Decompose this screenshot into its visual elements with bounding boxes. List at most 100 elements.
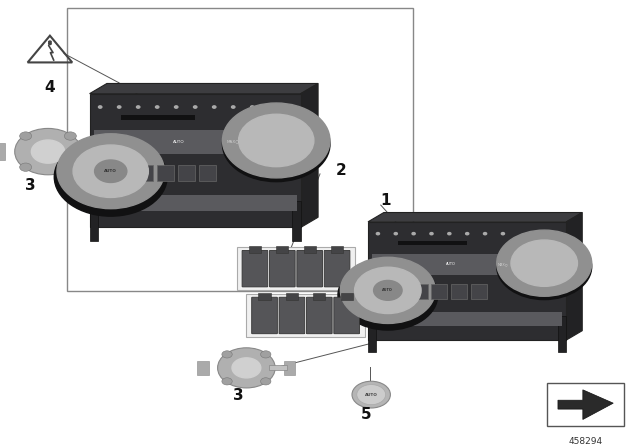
Circle shape: [136, 106, 140, 108]
Circle shape: [430, 233, 433, 235]
Bar: [94, 195, 296, 211]
Bar: [200, 164, 216, 181]
Bar: [259, 293, 271, 300]
Polygon shape: [566, 212, 582, 340]
Circle shape: [65, 132, 76, 140]
Text: AUTO: AUTO: [173, 140, 184, 144]
Bar: [292, 201, 301, 241]
Bar: [372, 254, 563, 275]
Polygon shape: [301, 83, 318, 228]
Circle shape: [54, 138, 167, 216]
Text: MAX○: MAX○: [227, 140, 239, 144]
Circle shape: [193, 106, 197, 108]
Circle shape: [232, 358, 261, 378]
FancyBboxPatch shape: [307, 297, 332, 334]
Circle shape: [49, 41, 51, 43]
Text: 4: 4: [45, 80, 55, 95]
Bar: [197, 361, 209, 375]
Circle shape: [250, 106, 254, 108]
Bar: [179, 164, 195, 181]
Circle shape: [338, 261, 438, 330]
Text: 1: 1: [381, 193, 391, 208]
Bar: [372, 312, 563, 326]
FancyBboxPatch shape: [242, 250, 268, 287]
Bar: [249, 246, 261, 253]
Polygon shape: [368, 212, 582, 222]
Bar: [75, 149, 95, 155]
Circle shape: [222, 351, 232, 358]
Bar: [269, 366, 287, 370]
Circle shape: [497, 233, 592, 300]
Bar: [331, 246, 343, 253]
FancyBboxPatch shape: [297, 250, 323, 287]
Circle shape: [218, 348, 275, 388]
Circle shape: [49, 43, 51, 45]
Circle shape: [376, 233, 380, 235]
Circle shape: [73, 145, 148, 198]
Circle shape: [65, 163, 76, 171]
Bar: [559, 316, 566, 352]
FancyBboxPatch shape: [324, 250, 350, 287]
Bar: [471, 284, 487, 299]
Bar: [398, 241, 467, 246]
Bar: [451, 284, 467, 299]
Bar: [368, 222, 566, 340]
Circle shape: [357, 384, 385, 405]
Circle shape: [340, 257, 435, 323]
FancyBboxPatch shape: [279, 297, 305, 334]
Text: AUTO: AUTO: [104, 169, 117, 173]
Bar: [122, 115, 195, 121]
FancyBboxPatch shape: [252, 297, 277, 334]
Bar: [286, 293, 298, 300]
Circle shape: [223, 103, 330, 178]
Circle shape: [118, 106, 121, 108]
Circle shape: [412, 233, 415, 235]
Circle shape: [466, 233, 468, 235]
Circle shape: [355, 267, 421, 314]
Circle shape: [175, 106, 178, 108]
Circle shape: [260, 351, 271, 358]
Circle shape: [394, 233, 397, 235]
Circle shape: [239, 114, 314, 167]
Bar: [90, 201, 98, 241]
Circle shape: [20, 163, 31, 171]
Text: 458294: 458294: [568, 437, 603, 446]
Bar: [0, 143, 4, 160]
Bar: [94, 130, 296, 154]
Bar: [313, 293, 325, 300]
Circle shape: [222, 378, 232, 385]
Circle shape: [15, 129, 81, 175]
Bar: [246, 294, 365, 336]
Text: 2: 2: [335, 163, 346, 178]
Text: AUTO: AUTO: [365, 392, 378, 396]
Bar: [431, 284, 447, 299]
Circle shape: [57, 134, 164, 209]
Bar: [92, 143, 104, 160]
Text: 5: 5: [361, 407, 371, 422]
Bar: [237, 247, 355, 290]
Circle shape: [352, 381, 390, 408]
Circle shape: [31, 140, 65, 163]
Circle shape: [260, 378, 271, 385]
Polygon shape: [90, 83, 318, 94]
Bar: [547, 383, 624, 426]
Bar: [90, 94, 301, 228]
Bar: [67, 8, 413, 291]
Bar: [276, 246, 289, 253]
Bar: [157, 164, 174, 181]
Circle shape: [511, 240, 577, 286]
Bar: [368, 316, 376, 352]
Bar: [412, 284, 428, 299]
Bar: [136, 164, 153, 181]
Polygon shape: [558, 390, 613, 419]
Circle shape: [223, 107, 330, 181]
Circle shape: [232, 106, 235, 108]
Circle shape: [99, 106, 102, 108]
Circle shape: [483, 233, 486, 235]
Circle shape: [501, 233, 504, 235]
FancyBboxPatch shape: [334, 297, 360, 334]
Circle shape: [212, 106, 216, 108]
Bar: [303, 246, 316, 253]
Text: 3: 3: [233, 388, 243, 403]
Text: AUTO: AUTO: [383, 289, 393, 293]
